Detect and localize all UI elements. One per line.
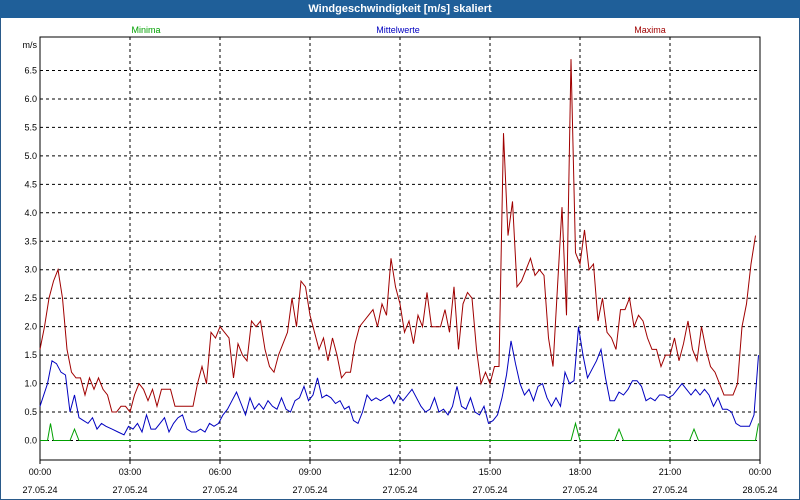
x-tick-time: 00:00 xyxy=(29,467,52,477)
series-line-maxima xyxy=(39,59,756,414)
x-tick-date: 27.05.24 xyxy=(652,485,687,495)
x-tick-date: 27.05.24 xyxy=(562,485,597,495)
y-tick-label: 3.5 xyxy=(24,236,37,246)
chart-title: Windgeschwindigkeit [m/s] skaliert xyxy=(0,0,800,18)
x-tick-time: 12:00 xyxy=(389,467,412,477)
y-tick-label: 2.0 xyxy=(24,322,37,332)
x-tick-time: 03:00 xyxy=(119,467,142,477)
x-tick-date: 27.05.24 xyxy=(112,485,147,495)
x-tick-date: 27.05.24 xyxy=(382,485,417,495)
legend-minima: Minima xyxy=(131,25,160,35)
y-tick-label: 0.0 xyxy=(24,436,37,446)
x-tick-date: 28.05.24 xyxy=(742,485,777,495)
y-tick-label: 6.5 xyxy=(24,66,37,76)
legend-maxima: Maxima xyxy=(634,25,666,35)
x-tick-time: 21:00 xyxy=(659,467,682,477)
x-tick-date: 27.05.24 xyxy=(292,485,327,495)
y-tick-label: 6.0 xyxy=(24,94,37,104)
series-line-minima xyxy=(40,421,759,441)
x-tick-date: 27.05.24 xyxy=(472,485,507,495)
legend-mittelwerte: Mittelwerte xyxy=(376,25,420,35)
x-tick-time: 00:00 xyxy=(749,467,772,477)
y-axis-label: m/s xyxy=(23,40,38,50)
series-line-mittelwerte xyxy=(39,326,759,436)
y-tick-label: 4.0 xyxy=(24,208,37,218)
y-tick-label: 2.5 xyxy=(24,293,37,303)
x-tick-time: 09:00 xyxy=(299,467,322,477)
x-tick-date: 27.05.24 xyxy=(202,485,237,495)
y-tick-label: 3.0 xyxy=(24,265,37,275)
y-tick-label: 4.5 xyxy=(24,179,37,189)
x-tick-time: 06:00 xyxy=(209,467,232,477)
x-tick-time: 18:00 xyxy=(569,467,592,477)
y-tick-label: 5.5 xyxy=(24,122,37,132)
y-tick-label: 1.0 xyxy=(24,379,37,389)
x-tick-date: 27.05.24 xyxy=(22,485,57,495)
x-tick-time: 15:00 xyxy=(479,467,502,477)
y-tick-label: 0.5 xyxy=(24,407,37,417)
y-tick-label: 1.5 xyxy=(24,350,37,360)
y-tick-label: 5.0 xyxy=(24,151,37,161)
